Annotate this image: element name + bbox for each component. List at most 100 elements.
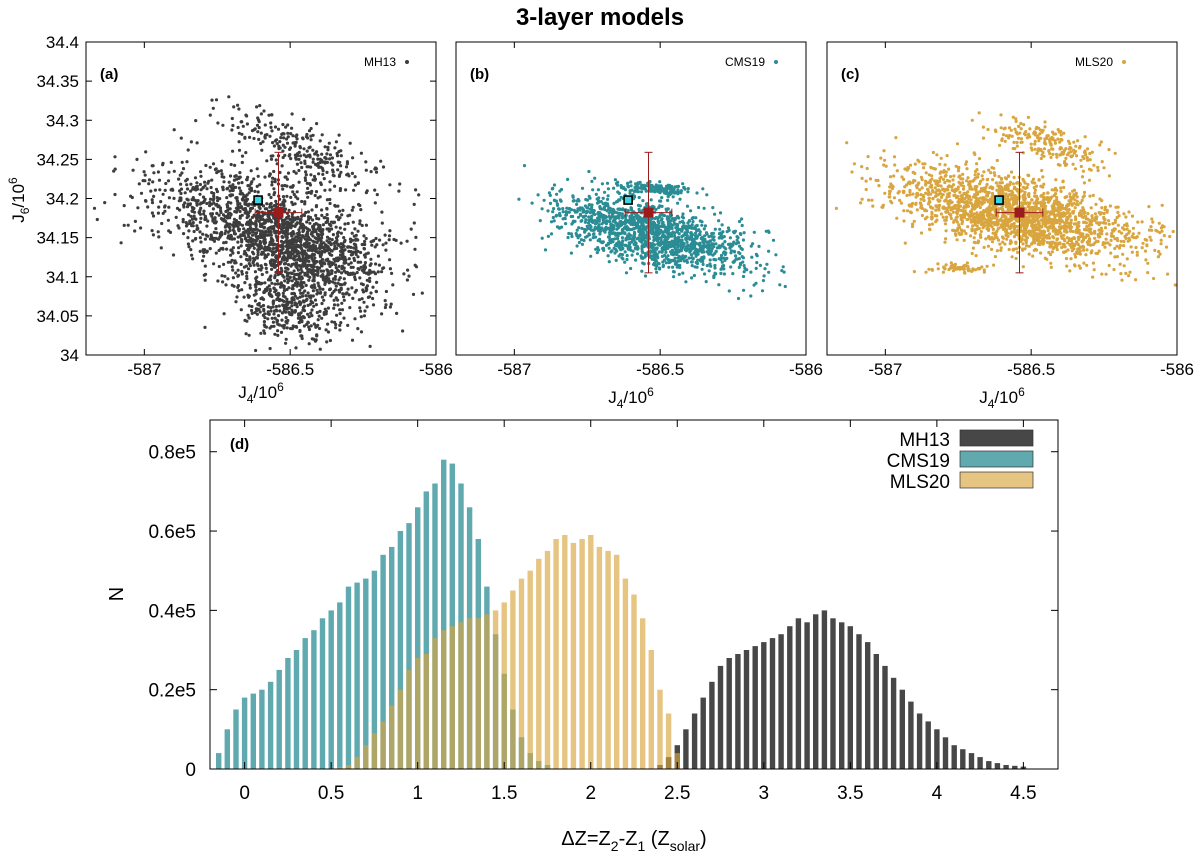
scatter-point bbox=[315, 150, 319, 154]
scatter-point bbox=[250, 129, 255, 133]
scatter-point bbox=[290, 271, 294, 276]
panel-b-label: (b) bbox=[470, 66, 489, 83]
scatter-point bbox=[324, 258, 328, 262]
scatter-point bbox=[684, 232, 688, 236]
scatter-point bbox=[951, 210, 955, 214]
scatter-point bbox=[993, 173, 997, 177]
scatter-point bbox=[247, 246, 251, 251]
scatter-point bbox=[300, 250, 304, 254]
scatter-point bbox=[146, 205, 150, 209]
scatter-point bbox=[307, 216, 311, 220]
scatter-point bbox=[189, 189, 193, 193]
scatter-point bbox=[1135, 253, 1139, 257]
scatter-point bbox=[659, 218, 664, 222]
scatter-point bbox=[194, 119, 198, 123]
scatter-point bbox=[273, 177, 277, 181]
scatter-point bbox=[615, 223, 619, 227]
scatter-point bbox=[288, 147, 292, 151]
scatter-point bbox=[381, 165, 386, 169]
scatter-point bbox=[359, 315, 363, 319]
scatter-point bbox=[299, 277, 303, 281]
scatter-point bbox=[702, 256, 706, 260]
scatter-point bbox=[306, 243, 310, 247]
scatter-point bbox=[325, 170, 329, 174]
scatter-point bbox=[649, 198, 653, 202]
scatter-point bbox=[314, 228, 318, 232]
scatter-point bbox=[690, 276, 694, 280]
scatter-point bbox=[268, 248, 272, 252]
scatter-point bbox=[329, 248, 333, 253]
scatter-point bbox=[320, 159, 324, 163]
scatter-point bbox=[673, 222, 677, 226]
scatter-point bbox=[692, 273, 697, 278]
scatter-point bbox=[225, 216, 229, 220]
scatter-point bbox=[888, 175, 893, 179]
scatter-point bbox=[749, 270, 753, 274]
scatter-point bbox=[583, 230, 587, 234]
scatter-point bbox=[966, 176, 970, 180]
scatter-point bbox=[312, 337, 316, 341]
scatter-point bbox=[700, 267, 704, 271]
scatter-point bbox=[247, 229, 251, 233]
scatter-point bbox=[354, 250, 358, 254]
scatter-point bbox=[312, 283, 316, 287]
scatter-point bbox=[292, 232, 296, 236]
scatter-point bbox=[219, 169, 223, 173]
scatter-point bbox=[669, 250, 673, 254]
scatter-point bbox=[302, 300, 306, 304]
scatter-point bbox=[181, 167, 186, 171]
scatter-point bbox=[232, 220, 236, 224]
scatter-point bbox=[558, 189, 562, 193]
scatter-point bbox=[711, 206, 715, 210]
scatter-point bbox=[289, 250, 293, 254]
scatter-point bbox=[113, 155, 117, 159]
scatter-point bbox=[336, 160, 340, 164]
scatter-point bbox=[133, 219, 137, 223]
scatter-point bbox=[554, 213, 559, 217]
scatter-point bbox=[198, 220, 202, 224]
scatter-point bbox=[334, 270, 338, 274]
scatter-point bbox=[765, 262, 769, 266]
scatter-point bbox=[295, 162, 299, 166]
scatter-point bbox=[1120, 278, 1124, 282]
scatter-point bbox=[322, 298, 326, 302]
scatter-point bbox=[359, 265, 363, 269]
scatter-point bbox=[1129, 245, 1133, 249]
scatter-point bbox=[256, 130, 260, 134]
scatter-point bbox=[262, 247, 266, 251]
scatter-point bbox=[329, 220, 334, 224]
scatter-point bbox=[199, 240, 203, 244]
scatter-point bbox=[229, 260, 233, 264]
scatter-point bbox=[272, 312, 276, 316]
scatter-point bbox=[543, 248, 548, 252]
scatter-point bbox=[619, 184, 623, 188]
scatter-point bbox=[270, 113, 274, 117]
scatter-point bbox=[620, 212, 625, 216]
scatter-point bbox=[741, 238, 746, 242]
scatter-point bbox=[401, 329, 405, 333]
scatter-point bbox=[414, 235, 418, 239]
scatter-point bbox=[185, 187, 190, 191]
scatter-point bbox=[293, 246, 297, 250]
scatter-point bbox=[359, 250, 363, 255]
scatter-point bbox=[229, 234, 233, 239]
scatter-point bbox=[276, 282, 280, 286]
scatter-point bbox=[338, 188, 342, 193]
scatter-point bbox=[315, 334, 319, 338]
scatter-point bbox=[634, 247, 638, 251]
scatter-point bbox=[283, 175, 287, 179]
scatter-point bbox=[637, 229, 641, 233]
scatter-point bbox=[752, 230, 756, 234]
scatter-point bbox=[670, 184, 674, 189]
scatter-point bbox=[728, 245, 732, 249]
scatter-point bbox=[359, 260, 363, 264]
scatter-point bbox=[592, 232, 596, 236]
scatter-point bbox=[272, 286, 276, 290]
scatter-point bbox=[546, 234, 551, 238]
scatter-point bbox=[212, 197, 216, 201]
scatter-point bbox=[333, 146, 337, 150]
scatter-point bbox=[277, 304, 281, 308]
scatter-point bbox=[388, 267, 392, 271]
scatter-point bbox=[976, 172, 980, 176]
scatter-point bbox=[292, 291, 296, 295]
